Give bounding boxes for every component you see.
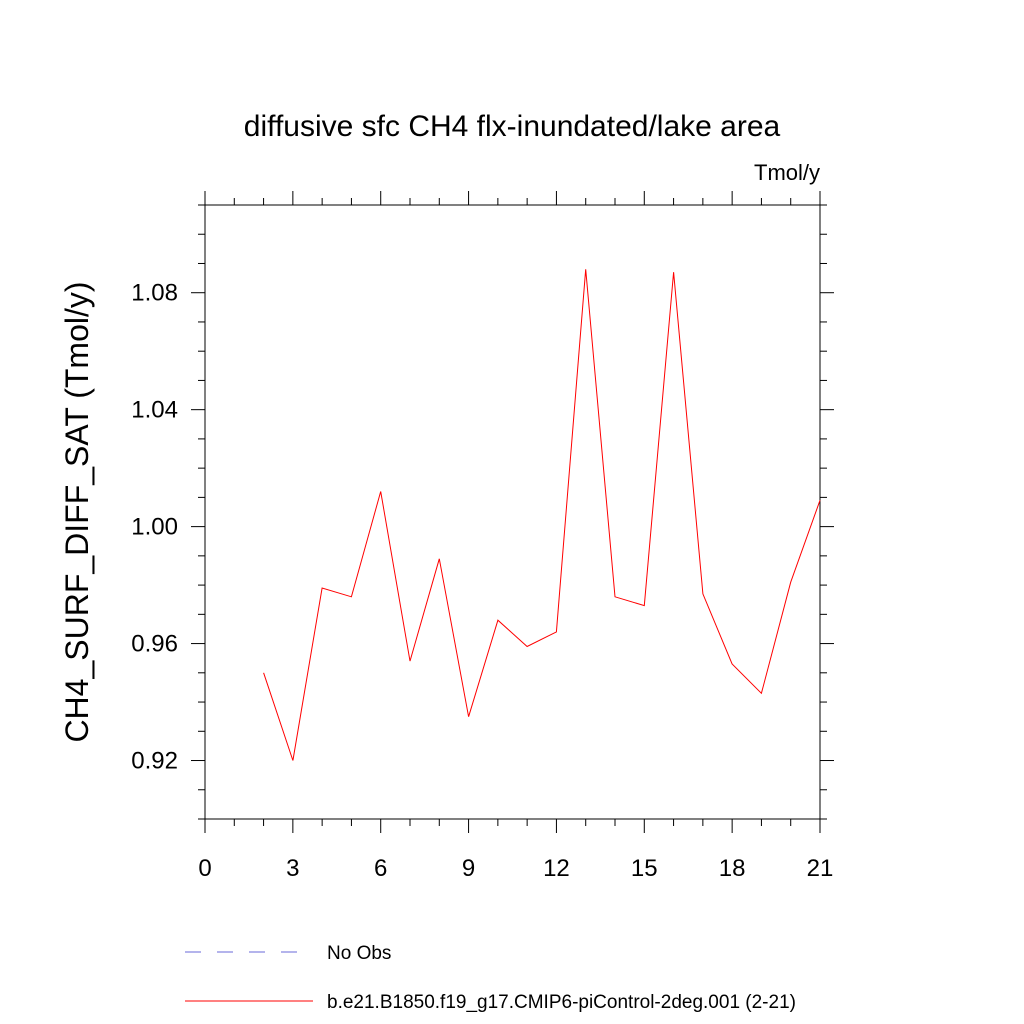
data-point	[527, 646, 528, 647]
y-tick-label: 0.92	[131, 748, 178, 775]
legend-label: No Obs	[327, 943, 391, 964]
x-tick-label: 15	[631, 855, 658, 882]
data-point	[410, 661, 411, 662]
data-point	[820, 500, 821, 501]
data-point	[761, 693, 762, 694]
data-point	[732, 664, 733, 665]
tick-labels: 0 3 6 9 12 15 18 21 0.92 0.96 1.00 1.04 1.08	[131, 280, 833, 882]
data-point	[380, 491, 381, 492]
x-tick-label: 0	[198, 855, 211, 882]
plot-frame	[204, 204, 821, 820]
x-tick-label: 21	[807, 855, 834, 882]
series-line	[263, 269, 821, 761]
data-point	[351, 596, 352, 597]
x-tick-label: 6	[374, 855, 387, 882]
data-point	[263, 672, 264, 673]
legend: No Obs b.e21.B1850.f19_g17.CMIP6-piContro…	[185, 943, 796, 1013]
data-point	[468, 716, 469, 717]
x-tick-label: 3	[286, 855, 299, 882]
units-label: Tmol/y	[754, 160, 820, 185]
y-axis-label: CH4_SURF_DIFF_SAT (Tmol/y)	[59, 281, 95, 742]
chart-title: diffusive sfc CH4 flx-inundated/lake are…	[244, 110, 781, 143]
series-layer	[263, 269, 821, 761]
data-point	[292, 760, 293, 761]
x-tick-label: 12	[543, 855, 570, 882]
y-tick-label: 1.04	[131, 397, 178, 424]
x-tick-label: 9	[462, 855, 475, 882]
data-point	[790, 582, 791, 583]
data-point	[439, 558, 440, 559]
data-point	[702, 593, 703, 594]
x-tick-label: 18	[719, 855, 746, 882]
axis-ticks	[191, 191, 834, 833]
y-tick-label: 0.96	[131, 631, 178, 658]
legend-label: b.e21.B1850.f19_g17.CMIP6-piControl-2deg…	[327, 992, 796, 1013]
y-tick-label: 1.08	[131, 280, 178, 307]
data-point	[615, 596, 616, 597]
data-point	[673, 272, 674, 273]
data-point	[644, 605, 645, 606]
data-point	[497, 620, 498, 621]
data-point	[322, 588, 323, 589]
data-point	[585, 269, 586, 270]
y-tick-label: 1.00	[131, 514, 178, 541]
data-point	[556, 631, 557, 632]
